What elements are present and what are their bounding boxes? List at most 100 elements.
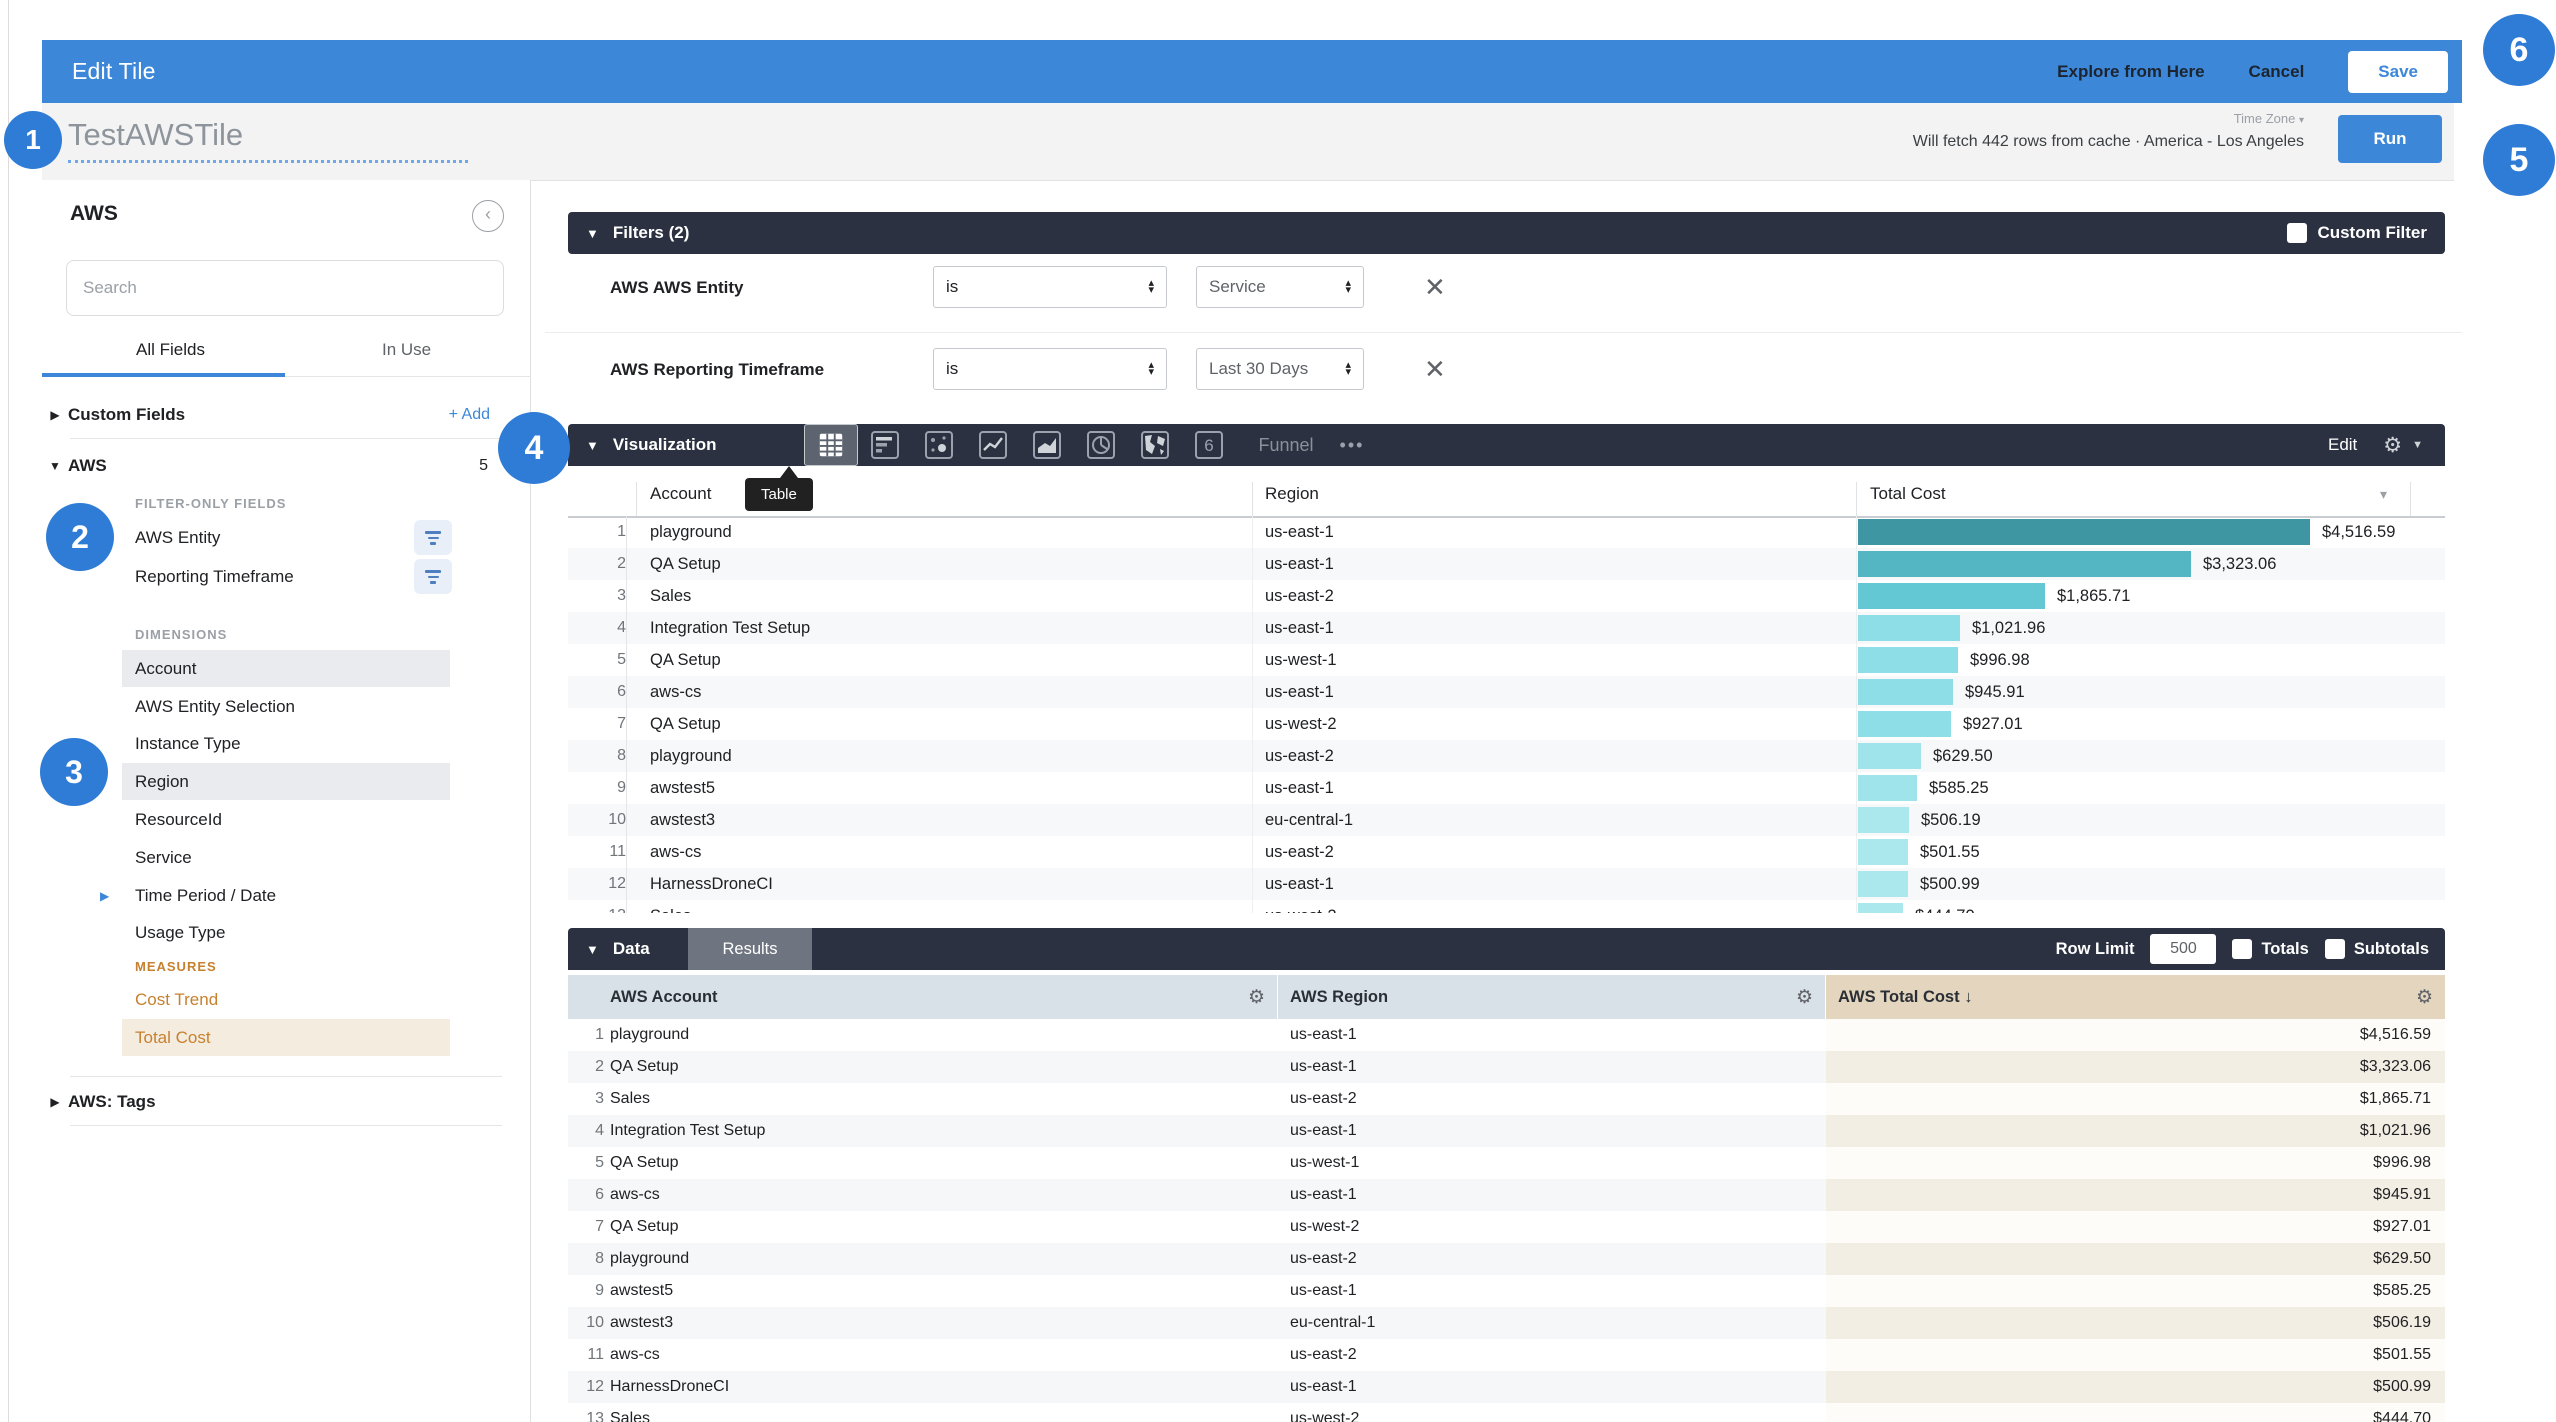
field-region[interactable]: Region — [122, 763, 450, 800]
column-gear-icon[interactable]: ⚙ — [1247, 986, 1265, 1008]
pie-chart-icon[interactable] — [1074, 424, 1128, 466]
region-cell[interactable]: us-east-1 — [1278, 1179, 1818, 1211]
cost-cell[interactable]: $3,323.06 — [2203, 555, 2277, 573]
collapse-sidebar-button[interactable]: ‹ — [472, 200, 504, 232]
field-aws-entity[interactable]: AWS Entity — [135, 527, 221, 547]
account-cell[interactable]: Sales — [650, 587, 692, 605]
region-cell[interactable]: us-west-1 — [1290, 1154, 1360, 1171]
add-custom-field-button[interactable]: + Add — [448, 406, 490, 423]
map-icon[interactable] — [1128, 424, 1182, 466]
aws-group-row[interactable]: ▼ AWS 5 — [42, 446, 530, 486]
account-cell[interactable]: QA Setup — [610, 1051, 1270, 1083]
row-limit-input[interactable] — [2150, 934, 2217, 964]
account-cell[interactable]: Integration Test Setup — [610, 1115, 1270, 1147]
account-cell[interactable]: awstest5 — [610, 1282, 674, 1299]
account-cell[interactable]: playground — [650, 523, 732, 541]
account-cell[interactable]: playground — [610, 1243, 1270, 1275]
cost-data-bar[interactable] — [1858, 775, 1917, 801]
account-cell[interactable]: aws-cs — [650, 843, 702, 861]
account-cell[interactable]: Sales — [610, 1090, 651, 1107]
cost-cell[interactable]: $501.55 — [1920, 843, 1980, 861]
field-total-cost[interactable]: Total Cost — [122, 1019, 450, 1056]
region-cell[interactable]: us-east-1 — [1265, 683, 1334, 701]
cost-cell[interactable]: $996.98 — [1970, 651, 2030, 669]
cost-cell[interactable]: $585.25 — [1929, 779, 1989, 797]
cost-cell[interactable]: $629.50 — [1826, 1243, 2445, 1275]
filters-section-header[interactable]: ▼ Filters (2) Custom Filter — [568, 212, 2445, 254]
cost-cell[interactable]: $3,323.06 — [1826, 1051, 2445, 1083]
region-cell[interactable]: eu-central-1 — [1278, 1307, 1818, 1339]
region-cell[interactable]: us-west-2 — [1290, 1410, 1360, 1422]
subtotals-toggle[interactable]: Subtotals — [2324, 939, 2429, 959]
totals-checkbox[interactable] — [2232, 939, 2253, 959]
cost-cell[interactable]: $1,021.96 — [1972, 619, 2046, 637]
cost-data-bar[interactable] — [1858, 807, 1909, 833]
cost-data-bar[interactable] — [1858, 711, 1951, 737]
data-collapse-icon[interactable]: ▼ — [586, 941, 599, 957]
filters-collapse-icon[interactable]: ▼ — [586, 225, 599, 241]
viz-col-total-cost[interactable]: Total Cost — [1870, 484, 1946, 503]
account-cell[interactable]: playground — [650, 747, 732, 765]
filter-operator-select-1[interactable]: is ▴ ▾ — [933, 266, 1167, 308]
account-cell[interactable]: QA Setup — [650, 715, 721, 733]
field-account[interactable]: Account — [122, 650, 450, 687]
region-cell[interactable]: us-east-1 — [1265, 555, 1334, 573]
region-cell[interactable]: us-east-1 — [1278, 1371, 1818, 1403]
region-cell[interactable]: us-east-1 — [1290, 1282, 1357, 1299]
region-cell[interactable]: us-east-2 — [1265, 843, 1334, 861]
search-input[interactable] — [66, 260, 504, 316]
cost-data-bar[interactable] — [1858, 903, 1903, 913]
cost-cell[interactable]: $945.91 — [1826, 1179, 2445, 1211]
field-aws-entity-selection[interactable]: AWS Entity Selection — [135, 696, 295, 716]
region-cell[interactable]: us-east-1 — [1265, 875, 1334, 893]
filter-by-aws-entity-button[interactable] — [414, 520, 452, 555]
region-cell[interactable]: eu-central-1 — [1265, 811, 1354, 829]
filter-value-select-2[interactable]: Last 30 Days ▴ ▾ — [1196, 348, 1364, 390]
cost-data-bar[interactable] — [1858, 679, 1953, 705]
account-cell[interactable]: playground — [610, 1026, 690, 1043]
viz-settings-gear-icon[interactable]: ⚙ — [2383, 433, 2403, 457]
account-cell[interactable]: aws-cs — [610, 1179, 1270, 1211]
cost-cell[interactable]: $1,865.71 — [1826, 1083, 2445, 1115]
cost-data-bar[interactable] — [1858, 647, 1958, 673]
cost-cell[interactable]: $585.25 — [1826, 1275, 2445, 1307]
cancel-button[interactable]: Cancel — [2248, 61, 2305, 81]
cost-cell[interactable]: $1,865.71 — [2057, 587, 2131, 605]
time-zone-control[interactable]: Time Zone ▾ — [2234, 111, 2304, 126]
cost-data-bar[interactable] — [1858, 615, 1960, 641]
aws-group-collapse-icon[interactable]: ▼ — [49, 459, 61, 473]
viz-edit-button[interactable]: Edit — [2327, 435, 2358, 454]
field-service[interactable]: Service — [135, 847, 192, 867]
cost-cell[interactable]: $4,516.59 — [1826, 1019, 2445, 1051]
account-cell[interactable]: aws-cs — [610, 1346, 660, 1363]
cost-cell[interactable]: $1,021.96 — [1826, 1115, 2445, 1147]
region-cell[interactable]: us-east-1 — [1290, 1026, 1357, 1043]
viz-settings-caret-icon[interactable]: ▼ — [2412, 439, 2423, 451]
column-menu-chevron-icon[interactable]: ▾ — [2380, 486, 2388, 502]
cost-cell[interactable]: $444.70 — [1915, 900, 1975, 913]
cost-cell[interactable]: $927.01 — [1963, 715, 2023, 733]
region-cell[interactable]: us-west-2 — [1265, 900, 1337, 913]
custom-fields-row[interactable]: ▶ Custom Fields + Add — [42, 395, 530, 435]
field-resourceid[interactable]: ResourceId — [135, 809, 222, 829]
viz-col-account[interactable]: Account — [650, 484, 712, 503]
filter-value-select-1[interactable]: Service ▴ ▾ — [1196, 266, 1364, 308]
account-cell[interactable]: aws-cs — [650, 683, 702, 701]
cost-data-bar[interactable] — [1858, 519, 2310, 545]
more-viz-types-button[interactable]: ••• — [1339, 434, 1365, 455]
field-cost-trend[interactable]: Cost Trend — [135, 989, 219, 1009]
cost-data-bar[interactable] — [1858, 839, 1908, 865]
field-reporting-timeframe[interactable]: Reporting Timeframe — [135, 566, 294, 586]
expand-time-period-icon[interactable]: ▶ — [100, 888, 110, 903]
account-cell[interactable]: awstest5 — [650, 779, 716, 797]
cost-cell[interactable]: $4,516.59 — [2322, 523, 2396, 541]
explore-from-here-link[interactable]: Explore from Here — [2057, 61, 2205, 81]
region-cell[interactable]: us-east-2 — [1290, 1346, 1357, 1363]
custom-filter-toggle[interactable]: Custom Filter — [2287, 223, 2427, 243]
area-chart-icon[interactable] — [1020, 424, 1074, 466]
subtotals-checkbox[interactable] — [2324, 939, 2345, 959]
region-cell[interactable]: us-west-2 — [1290, 1218, 1360, 1235]
region-cell[interactable]: us-east-1 — [1278, 1051, 1818, 1083]
run-button[interactable]: Run — [2338, 115, 2442, 163]
cost-cell[interactable]: $629.50 — [1933, 747, 1993, 765]
